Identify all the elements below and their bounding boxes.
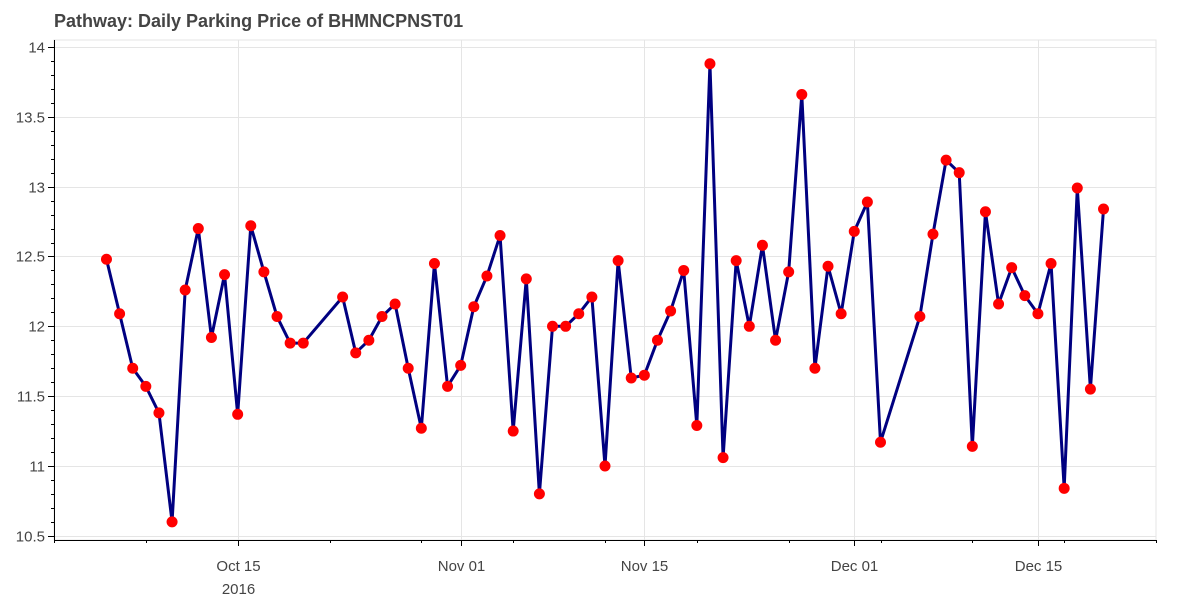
data-point bbox=[507, 425, 519, 437]
data-point bbox=[1071, 182, 1083, 194]
data-point bbox=[691, 419, 703, 431]
data-point bbox=[979, 206, 991, 218]
data-point bbox=[1084, 383, 1096, 395]
x-tick-sublabel: 2016 bbox=[222, 581, 255, 598]
data-point bbox=[481, 270, 493, 282]
data-point bbox=[612, 255, 624, 267]
data-point bbox=[770, 334, 782, 346]
x-tick-label: Oct 15 bbox=[216, 558, 260, 575]
series-line-group bbox=[104, 62, 1106, 524]
y-tick-label: 12 bbox=[28, 319, 45, 336]
y-tick-label: 14 bbox=[28, 40, 45, 57]
data-point bbox=[573, 308, 585, 320]
x-tick-label: Dec 15 bbox=[1015, 558, 1063, 575]
data-point bbox=[232, 408, 244, 420]
data-point bbox=[428, 257, 440, 269]
data-point bbox=[114, 308, 126, 320]
data-points bbox=[100, 58, 1110, 528]
data-point bbox=[651, 334, 663, 346]
data-point bbox=[953, 167, 965, 179]
axes: 10.5 11 11.5 12 12.5 13 13.5 14 Oct 15 2016 Nov 01… bbox=[16, 40, 1157, 598]
data-point bbox=[665, 305, 677, 317]
x-tick-label: Dec 01 bbox=[831, 558, 879, 575]
data-point bbox=[861, 196, 873, 208]
data-point bbox=[914, 311, 926, 323]
data-point bbox=[533, 488, 545, 500]
data-point bbox=[586, 291, 598, 303]
data-point bbox=[927, 228, 939, 240]
data-point bbox=[179, 284, 191, 296]
data-point bbox=[678, 264, 690, 276]
series-line bbox=[104, 62, 1106, 524]
data-point bbox=[966, 440, 978, 452]
data-point bbox=[1045, 257, 1057, 269]
data-point bbox=[783, 266, 795, 278]
data-point bbox=[520, 273, 532, 285]
data-point bbox=[271, 311, 283, 323]
data-point bbox=[638, 369, 650, 381]
data-point bbox=[205, 331, 217, 343]
data-point bbox=[940, 154, 952, 166]
data-point bbox=[835, 308, 847, 320]
data-point bbox=[1006, 262, 1018, 274]
data-point bbox=[455, 359, 467, 371]
data-point bbox=[337, 291, 349, 303]
data-point bbox=[166, 516, 178, 528]
data-point bbox=[192, 223, 204, 235]
data-point bbox=[1098, 203, 1110, 215]
data-point bbox=[625, 372, 637, 384]
data-point bbox=[100, 253, 112, 265]
data-point bbox=[415, 422, 427, 434]
data-point bbox=[153, 407, 165, 419]
data-point bbox=[560, 320, 572, 332]
data-point bbox=[875, 436, 886, 448]
data-point bbox=[809, 362, 821, 374]
data-point bbox=[1058, 482, 1070, 494]
chart-title: Pathway: Daily Parking Price of BHMNCPNS… bbox=[54, 11, 463, 31]
data-point bbox=[127, 362, 139, 374]
data-point bbox=[1019, 290, 1031, 302]
data-point bbox=[730, 255, 742, 267]
data-point bbox=[756, 239, 768, 251]
grid bbox=[53, 39, 1157, 541]
x-tick-label: Nov 15 bbox=[621, 558, 669, 575]
y-tick-label: 11.5 bbox=[17, 389, 45, 406]
data-point bbox=[402, 362, 414, 374]
data-point bbox=[547, 320, 559, 332]
y-tick-label: 13.5 bbox=[16, 110, 45, 127]
data-point bbox=[1032, 308, 1044, 320]
data-point bbox=[717, 452, 729, 464]
data-point bbox=[468, 301, 480, 313]
y-tick-label: 12.5 bbox=[16, 249, 45, 266]
data-point bbox=[376, 311, 388, 323]
data-point bbox=[245, 220, 257, 232]
data-point bbox=[363, 334, 375, 346]
data-point bbox=[219, 269, 231, 281]
data-point bbox=[350, 347, 362, 359]
data-point bbox=[140, 380, 152, 392]
data-point bbox=[993, 298, 1005, 310]
data-point bbox=[822, 260, 834, 272]
data-point bbox=[743, 320, 755, 332]
data-point bbox=[796, 88, 808, 100]
y-tick-label: 13 bbox=[28, 180, 45, 197]
data-point bbox=[389, 298, 401, 310]
data-point bbox=[258, 266, 270, 278]
data-point bbox=[494, 230, 506, 242]
data-point bbox=[284, 337, 296, 349]
y-tick-label: 11 bbox=[29, 459, 45, 476]
data-point bbox=[442, 380, 454, 392]
x-tick-label: Nov 01 bbox=[438, 558, 486, 575]
data-point bbox=[599, 460, 611, 472]
data-point bbox=[848, 225, 860, 237]
y-tick-label: 10.5 bbox=[16, 529, 45, 546]
data-point bbox=[704, 58, 716, 70]
data-point bbox=[297, 337, 309, 349]
